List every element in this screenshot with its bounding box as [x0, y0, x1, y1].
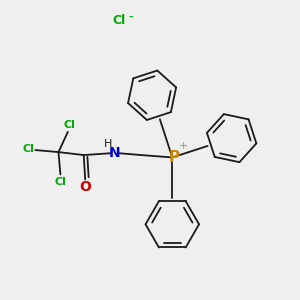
Text: H: H [104, 140, 112, 149]
Text: Cl: Cl [113, 14, 126, 27]
Text: -: - [129, 11, 134, 25]
Text: Cl: Cl [55, 177, 66, 187]
Text: N: N [109, 146, 121, 160]
Text: Cl: Cl [63, 120, 75, 130]
Text: Cl: Cl [23, 144, 35, 154]
Text: O: O [79, 180, 91, 194]
Text: +: + [179, 141, 188, 151]
Text: P: P [169, 150, 180, 165]
